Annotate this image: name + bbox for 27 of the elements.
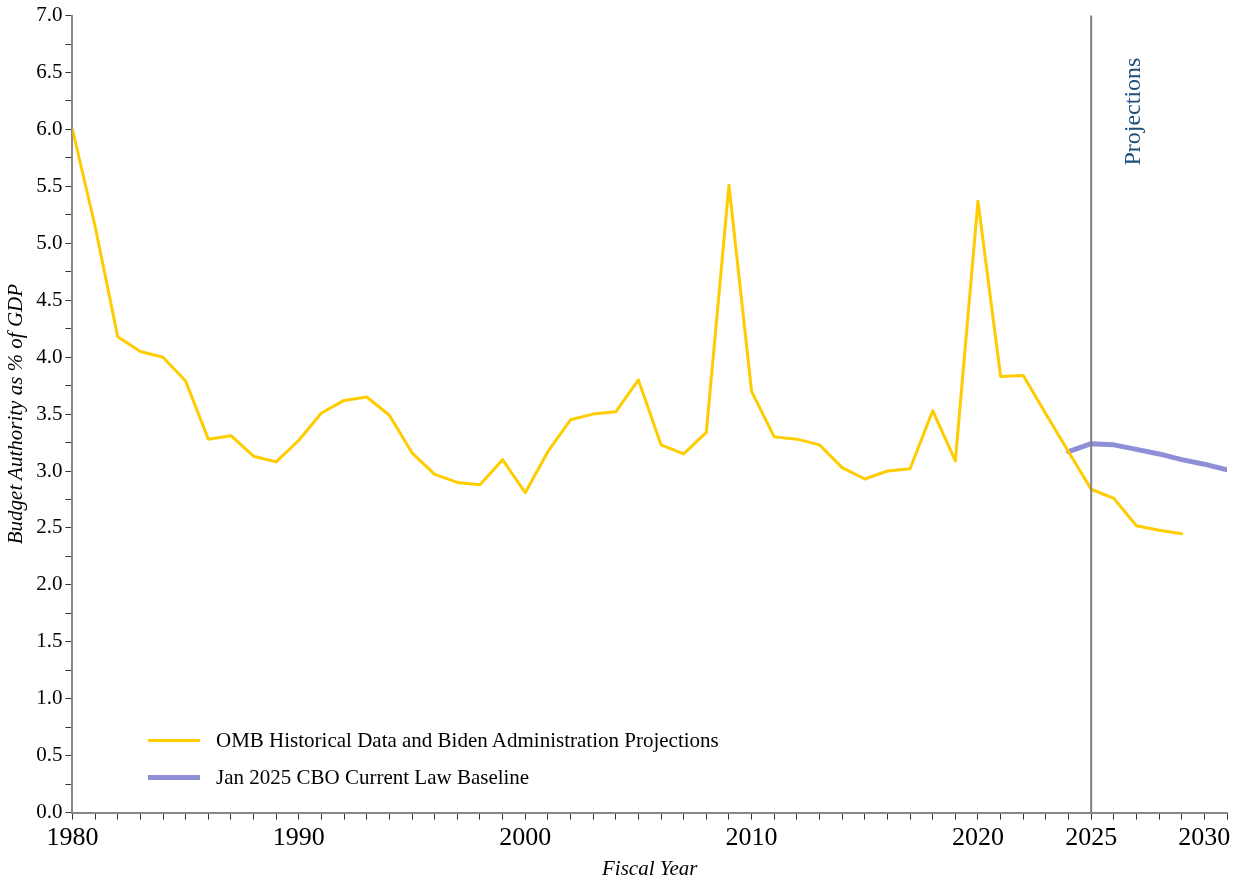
y-tick-label: 7.0: [36, 2, 63, 27]
y-tick-label: 2.5: [36, 514, 63, 539]
y-tick-label: 1.5: [36, 628, 63, 653]
x-tick-label: 1990: [272, 822, 325, 852]
legend-label: Jan 2025 CBO Current Law Baseline: [216, 765, 530, 790]
y-tick-label: 5.0: [36, 229, 63, 254]
y-tick-label: 0.0: [36, 799, 63, 824]
x-tick-label: 2025: [1065, 822, 1118, 852]
y-tick-label: 5.5: [36, 172, 63, 197]
x-tick-label: 2020: [951, 822, 1004, 852]
y-tick-label: 4.0: [36, 343, 63, 368]
x-tick-label: 1980: [46, 822, 99, 852]
y-tick-label: 3.0: [36, 457, 63, 482]
y-tick-label: 6.0: [36, 115, 63, 140]
x-axis-title: Fiscal Year: [600, 855, 699, 880]
y-tick-label: 0.5: [36, 742, 63, 767]
y-axis-title: Budget Authority as % of GDP: [3, 283, 28, 545]
x-tick-label: 2000: [499, 822, 552, 852]
y-tick-label: 4.5: [36, 286, 63, 311]
x-tick-label: 2030: [1178, 822, 1231, 852]
y-tick-label: 1.0: [36, 685, 63, 710]
x-tick-label: 2010: [725, 822, 778, 852]
y-tick-label: 3.5: [36, 400, 63, 425]
legend-label: OMB Historical Data and Biden Administration Projections: [216, 728, 719, 753]
y-tick-label: 6.5: [36, 59, 63, 84]
ref-line-label: Projections: [1119, 57, 1146, 166]
y-tick-label: 2.0: [36, 571, 63, 596]
